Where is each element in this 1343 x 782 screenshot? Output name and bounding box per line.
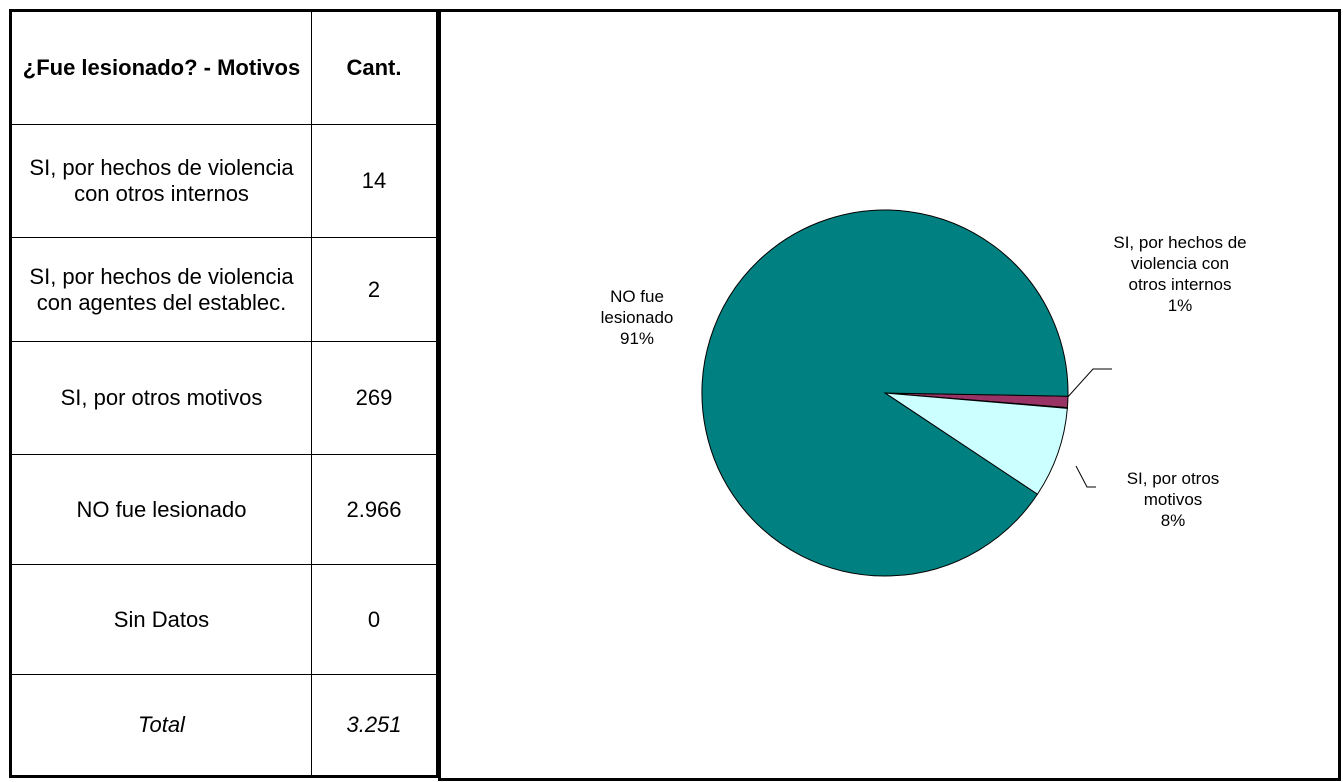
cell: 3.251	[311, 674, 438, 777]
slice-category: SI, por hechos de violencia con otros in…	[1113, 233, 1247, 294]
header-cell: Cant.	[311, 10, 438, 125]
total-row: Total 3.251	[10, 674, 438, 777]
row: SI, por hechos de violencia con agentes …	[10, 237, 438, 342]
chart-area	[438, 9, 1341, 781]
slice-label: SI, por hechos de violencia con otros in…	[1112, 232, 1248, 316]
row: SI, por otros motivos 269	[10, 341, 438, 455]
cell: NO fue lesionado	[10, 454, 312, 565]
slice-percent: 8%	[1160, 511, 1186, 530]
row: NO fue lesionado 2.966	[10, 454, 438, 565]
cell: 269	[311, 341, 438, 455]
row: SI, por hechos de violencia con otros in…	[10, 124, 438, 238]
leader-line	[1075, 465, 1096, 488]
pie-slice	[884, 392, 1068, 495]
row: Sin Datos 0	[10, 564, 438, 675]
slice-percent: 91%	[619, 329, 655, 348]
header-cell: ¿Fue lesionado? - Motivos	[10, 10, 312, 125]
slice-label: SI, por otros motivos 8%	[1098, 468, 1248, 531]
slice-category: NO fue lesionado	[600, 287, 674, 327]
pie-slice	[701, 209, 1069, 577]
cell: Sin Datos	[10, 564, 312, 675]
cell: SI, por hechos de violencia con agentes …	[10, 237, 312, 342]
data-table: ¿Fue lesionado? - Motivos Cant. SI, por …	[9, 9, 439, 778]
cell: Total	[10, 674, 312, 777]
leader-line	[1065, 368, 1112, 400]
slice-percent: 1%	[1167, 296, 1193, 315]
cell: 14	[311, 124, 438, 238]
slice-label: NO fue lesionado 91%	[585, 286, 689, 349]
header-row: ¿Fue lesionado? - Motivos Cant.	[10, 10, 438, 125]
cell: 2.966	[311, 454, 438, 565]
slice-category: SI, por otros motivos	[1126, 469, 1220, 509]
cell: SI, por hechos de violencia con otros in…	[10, 124, 312, 238]
